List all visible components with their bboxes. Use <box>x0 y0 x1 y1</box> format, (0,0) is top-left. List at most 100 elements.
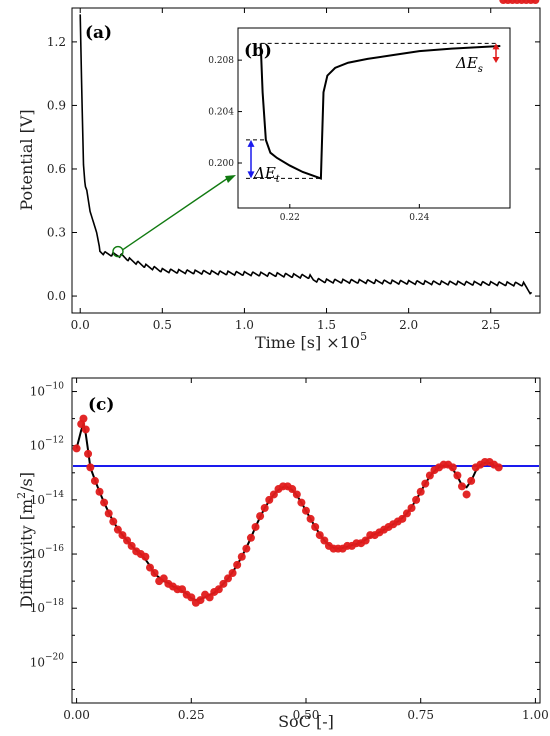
panel-c-xtick-label: 0.75 <box>407 708 434 722</box>
panel-a-ytick-label: 0.6 <box>47 162 66 176</box>
panel-c-frame <box>71 377 541 704</box>
panel-c-data-point <box>407 504 416 512</box>
panel-c-ytick-exponent: −18 <box>45 598 64 608</box>
panel-c-data-point <box>104 509 113 518</box>
panel-b-label: (b) <box>244 41 272 61</box>
delta-e-t-arrowhead-up <box>247 139 255 147</box>
panel-c-data-point <box>228 569 237 577</box>
panel-c-data-point <box>251 522 260 531</box>
panel-c-data-point <box>297 498 306 507</box>
panel-c-xlabel: SoC [-] <box>278 712 334 731</box>
panel-c-data-point <box>311 522 320 531</box>
panel-a-xlabel-text: Time [s] ×10 <box>255 333 360 352</box>
panel-c-data-point <box>159 574 168 583</box>
delta-e-t-sub: t <box>276 174 281 185</box>
panel-c-xtick-label: 0.00 <box>63 708 90 722</box>
panel-b-xtick-label: 0.24 <box>409 213 429 223</box>
panel-c-data-point <box>361 536 370 545</box>
panel-c-ytick-base: 10 <box>30 655 45 669</box>
panel-c-data-point <box>81 425 90 434</box>
panel-c-data-point <box>100 498 109 507</box>
delta-e-s-arrowhead-up <box>492 43 500 50</box>
panel-c: 0.00 0.25 0.50 0.75 1.0010−1010−1210−1410−16… <box>15 0 549 731</box>
panel-b-potential-line <box>259 43 501 180</box>
panel-a-ytick-label: 0.3 <box>47 226 66 240</box>
panel-a-xtick-label: 0.5 <box>153 318 172 332</box>
panel-c-data-point <box>233 560 242 569</box>
panel-c-data-point <box>141 552 150 561</box>
panel-c-data-point <box>205 593 214 602</box>
panel-c-data-point <box>416 487 425 496</box>
panel-c-data-point <box>219 579 228 588</box>
panel-c-ytick-base: 10 <box>30 385 45 399</box>
panel-b-ytick-label: 0.204 <box>208 108 234 118</box>
panel-c-ytick-label: 10−18 <box>30 598 65 615</box>
panel-c-data-point <box>237 552 246 561</box>
panel-c-data-point <box>118 531 127 540</box>
panel-c-data-point <box>256 512 265 521</box>
panel-c-ytick-exponent: −20 <box>45 652 64 662</box>
panel-a-xlabel-exponent: 5 <box>360 330 367 343</box>
panel-c-data-points <box>72 0 540 607</box>
delta-e-t-label: ΔEt <box>253 164 281 185</box>
panel-c-data-point <box>95 487 104 496</box>
panel-a-ytick-label: 0.0 <box>47 289 66 303</box>
panel-a: 0.0 0.5 1.0 1.5 2.0 2.5 0.0 0.3 0.6 0.9 1.2 (a) Ti… <box>17 7 541 352</box>
panel-c-ticks: 0.00 0.25 0.50 0.75 1.0010−1010−1210−1410−16… <box>30 378 549 722</box>
panel-c-ylabel-tail: /s] <box>17 472 36 492</box>
panel-c-data-point <box>265 495 274 504</box>
panel-c-data-point <box>269 490 278 499</box>
panel-c-ylabel-text: Diffusivity [m <box>17 499 36 608</box>
panel-c-ytick-label: 10−14 <box>30 490 65 507</box>
panel-b-ytick-label: 0.200 <box>208 159 234 169</box>
delta-e-s-arrowhead-down <box>492 57 500 63</box>
panel-c-data-point <box>123 536 132 545</box>
panel-c-data-point <box>72 444 81 453</box>
panel-c-ytick-base: 10 <box>30 439 45 453</box>
delta-e-s-label: ΔEs <box>455 54 483 75</box>
panel-a-xtick-label: 1.0 <box>235 318 254 332</box>
panel-a-ylabel: Potential [V] <box>17 109 36 210</box>
panel-c-data-point <box>109 517 118 526</box>
panel-c-data-point <box>260 504 269 512</box>
panel-a-xtick-label: 2.0 <box>399 318 418 332</box>
panel-a-ytick-label: 0.9 <box>47 98 66 112</box>
panel-c-data-point <box>458 482 466 491</box>
panel-c-data-point <box>79 414 88 423</box>
panel-c-ylabel: Diffusivity [m2/s] <box>15 472 36 608</box>
panel-c-ytick-exponent: −16 <box>45 544 64 554</box>
panel-c-data-point <box>462 490 471 499</box>
panel-c-xtick-label: 1.00 <box>522 708 549 722</box>
panel-c-data-point <box>214 585 223 594</box>
panel-c-data-point <box>531 0 540 4</box>
panel-c-data-point <box>320 536 329 545</box>
panel-c-xtick-label: 0.25 <box>178 708 205 722</box>
panel-c-data-point <box>288 485 297 494</box>
panel-c-data-point <box>412 495 421 504</box>
panel-c-ytick-base: 10 <box>30 493 45 507</box>
panel-c-data-point <box>398 514 407 523</box>
panel-c-data-point <box>178 585 187 594</box>
panel-c-ytick-base: 10 <box>30 547 45 561</box>
panel-c-data-point <box>453 471 462 480</box>
panel-c-ytick-label: 10−20 <box>30 652 65 669</box>
panel-c-ytick-exponent: −12 <box>45 436 64 446</box>
panel-c-data-point <box>242 544 251 553</box>
panel-b-ytick-label: 0.208 <box>208 56 234 66</box>
panel-c-ytick-base: 10 <box>30 601 45 615</box>
panel-c-ytick-label: 10−12 <box>30 436 64 453</box>
delta-e-t-text: ΔE <box>253 164 276 182</box>
panel-c-xtick-label: 0.50 <box>293 708 320 722</box>
panel-a-frame <box>71 7 541 314</box>
panel-c-data-point <box>315 531 324 540</box>
panel-a-zoom-marker <box>112 245 124 258</box>
panel-a-xtick-label: 1.5 <box>317 318 336 332</box>
panel-c-data-point <box>187 593 196 602</box>
panel-c-data-point <box>113 525 122 534</box>
panel-a-xtick-label: 2.5 <box>481 318 500 332</box>
panel-a-zoom-arrow <box>122 177 229 251</box>
panel-c-data-point <box>421 479 430 488</box>
panel-c-data-point <box>302 506 310 515</box>
panel-a-ytick-label: 1.2 <box>47 35 66 49</box>
